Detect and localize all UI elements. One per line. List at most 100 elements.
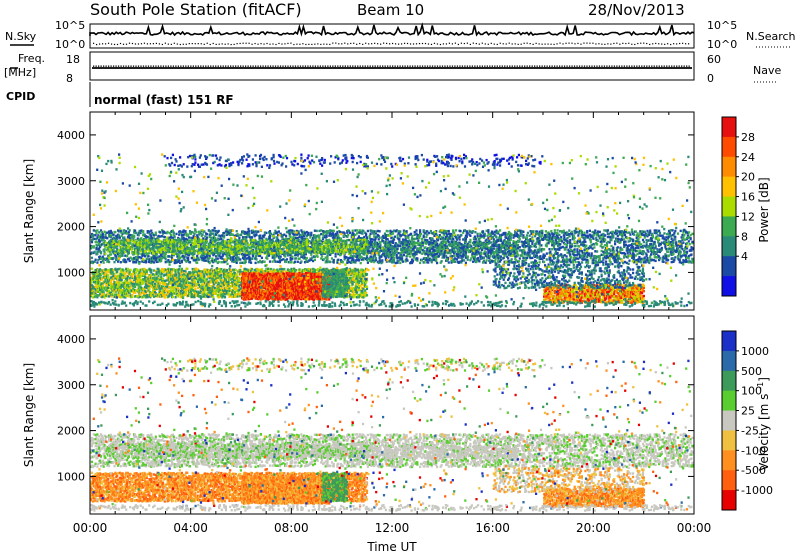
nsearch-dot — [604, 44, 605, 45]
scatter-cell — [392, 232, 394, 234]
scatter-cell — [189, 261, 191, 263]
nave-dot — [285, 66, 286, 67]
nave-dot — [103, 66, 104, 67]
nsearch-dot — [628, 43, 629, 44]
nave-dot — [579, 66, 580, 67]
scatter-cell — [477, 233, 479, 235]
nsearch-dot — [266, 43, 267, 44]
nsearch-dot — [225, 44, 226, 45]
scatter-cell — [417, 240, 419, 242]
nsearch-dot — [428, 43, 429, 44]
scatter-cell — [654, 241, 656, 243]
nave-dot — [367, 66, 368, 67]
scatter-cell — [166, 246, 168, 248]
scatter-cell — [683, 234, 685, 236]
nsearch-dot — [512, 43, 513, 44]
scatter-cell — [548, 248, 550, 250]
nsearch-dot — [550, 44, 551, 45]
station-title: South Pole Station (fitACF) — [90, 0, 302, 19]
nsearch-dot — [177, 43, 178, 44]
nsearch-dot — [195, 43, 196, 44]
nave-dot — [507, 66, 508, 67]
nsearch-dot — [120, 43, 121, 44]
nave-dot — [532, 66, 533, 67]
nave-dot — [330, 66, 331, 67]
nave-dot — [228, 66, 229, 67]
scatter-cell — [251, 250, 253, 252]
scatter-cell — [520, 235, 522, 237]
nave-dot — [462, 66, 463, 67]
scatter-cell — [366, 236, 368, 238]
nave-dot — [631, 66, 632, 67]
nsearch-dot — [431, 44, 432, 45]
nsearch-dot — [302, 43, 303, 44]
nave-dot — [671, 66, 672, 67]
radar-plot: South Pole Station (fitACF) Beam 10 28/N… — [0, 0, 800, 554]
scatter-cell — [616, 249, 618, 251]
nave-dot — [402, 66, 403, 67]
nsearch-dot — [216, 44, 217, 45]
scatter-cell — [587, 262, 589, 264]
scatter-cell — [164, 252, 166, 254]
scatter-cell — [539, 255, 541, 257]
nsearch-dot — [365, 43, 366, 44]
nsearch-dot — [479, 44, 480, 45]
scatter-cell — [291, 256, 293, 258]
nsearch-dot — [165, 43, 166, 44]
nave-dot — [105, 66, 106, 67]
scatter-cell — [612, 247, 614, 249]
nsearch-dot — [353, 43, 354, 44]
nave-dot — [155, 66, 156, 67]
nsearch-dot — [547, 43, 548, 44]
nave-dot — [150, 66, 151, 67]
scatter-cell — [403, 254, 405, 256]
nave-dot — [409, 66, 410, 67]
scatter-cell — [532, 230, 534, 232]
nsearch-dot — [243, 43, 244, 44]
nave-dot — [621, 66, 622, 67]
scatter-cell — [314, 259, 316, 261]
nave-dot — [464, 66, 465, 67]
nave-dot — [287, 66, 288, 67]
nave-dot — [512, 66, 513, 67]
nsearch-dot — [251, 44, 252, 45]
scatter-cell — [507, 257, 509, 259]
scatter-cell — [454, 261, 456, 263]
scatter-cell — [646, 253, 648, 255]
scatter-cell — [589, 230, 591, 232]
nsearch-dot — [407, 43, 408, 44]
scatter-cell — [356, 229, 358, 231]
scatter-cell — [652, 234, 654, 236]
scatter-cell — [557, 229, 559, 231]
nave-dot — [135, 66, 136, 67]
scatter-cell — [241, 242, 243, 244]
scatter-cell — [255, 262, 257, 264]
scatter-cell — [578, 232, 580, 234]
scatter-cell — [252, 244, 254, 246]
scatter-cell — [522, 231, 524, 233]
scatter-cell — [333, 230, 335, 232]
scatter-cell — [232, 241, 234, 243]
nave-dot — [387, 66, 388, 67]
scatter-cell — [575, 261, 577, 263]
nsearch-dot — [347, 43, 348, 44]
scatter-cell — [264, 234, 266, 236]
scatter-cell — [138, 252, 140, 254]
scatter-cell — [681, 248, 683, 250]
nsearch-dot — [168, 44, 169, 45]
nave-dot — [459, 66, 460, 67]
scatter-cell — [486, 259, 488, 261]
nsearch-dot — [464, 43, 465, 44]
scatter-cell — [550, 230, 552, 232]
scatter-cell — [217, 257, 219, 259]
scatter-cell — [333, 259, 335, 261]
scatter-cell — [316, 230, 318, 232]
scatter-cell — [419, 262, 421, 264]
nsearch-dot — [592, 43, 593, 44]
nsearch-dot — [422, 43, 423, 44]
nave-dot — [163, 66, 164, 67]
nave-dot — [280, 66, 281, 67]
scatter-cell — [198, 258, 200, 260]
scatter-cell — [576, 248, 578, 250]
nave-dot — [153, 66, 154, 67]
